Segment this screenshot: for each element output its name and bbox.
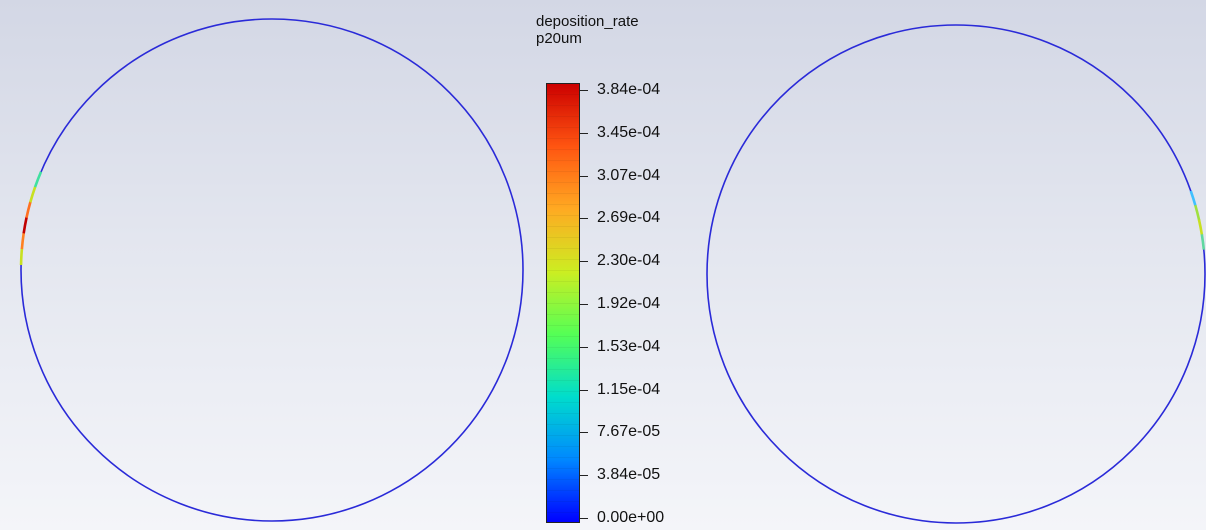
legend-title: deposition_rate p20um xyxy=(536,13,639,47)
color-scale-tick-label: 1.53e-04 xyxy=(597,338,661,355)
color-scale-tick xyxy=(580,347,588,348)
color-scale-tick xyxy=(580,90,588,91)
deposition-hotspot-segment xyxy=(1197,219,1204,236)
legend-variable-name: deposition_rate xyxy=(536,13,639,30)
color-scale-tick-label: 1.92e-04 xyxy=(597,295,661,312)
deposition-hotspot-segment xyxy=(33,171,43,188)
color-scale-tick-label: 3.84e-04 xyxy=(597,81,661,98)
color-scale-tick xyxy=(580,518,588,519)
deposition-hotspot-segment xyxy=(20,232,26,250)
color-scale-tick xyxy=(580,432,588,433)
deposition-hotspot-segment xyxy=(19,248,24,266)
color-scale-tick xyxy=(580,176,588,177)
color-scale-tick xyxy=(580,261,588,262)
color-scale-tick-label: 7.67e-05 xyxy=(597,423,661,440)
color-scale-tick xyxy=(580,218,588,219)
deposition-hotspot-segment xyxy=(1194,204,1201,221)
left-wall-outline[interactable] xyxy=(19,18,524,522)
deposition-hotspot-segment xyxy=(1189,190,1197,207)
deposition-hotspot-segment xyxy=(1200,234,1206,250)
deposition-hotspot-segment xyxy=(29,186,37,203)
color-scale-tick xyxy=(580,133,588,134)
right-wall-outline[interactable] xyxy=(706,24,1206,524)
color-scale-bar xyxy=(546,83,580,523)
right-circle-outline xyxy=(706,24,1206,524)
color-scale-tick xyxy=(580,390,588,391)
deposition-hotspot-segment xyxy=(22,216,28,234)
color-scale-tick-label: 3.07e-04 xyxy=(597,167,661,184)
deposition-hotspot-segment xyxy=(25,201,32,218)
color-scale-tick-label: 3.45e-04 xyxy=(597,124,661,141)
color-scale-tick-label: 3.84e-05 xyxy=(597,466,661,483)
color-scale-tick xyxy=(580,475,588,476)
color-scale-tick xyxy=(580,304,588,305)
color-scale-tick-label: 2.69e-04 xyxy=(597,209,661,226)
color-scale-tick-label: 2.30e-04 xyxy=(597,252,661,269)
color-scale-bands xyxy=(547,84,579,522)
left-circle-outline xyxy=(20,18,524,522)
color-scale-tick-label: 1.15e-04 xyxy=(597,381,661,398)
legend-subtitle: p20um xyxy=(536,30,582,47)
color-scale-tick-label: 0.00e+00 xyxy=(597,509,665,526)
